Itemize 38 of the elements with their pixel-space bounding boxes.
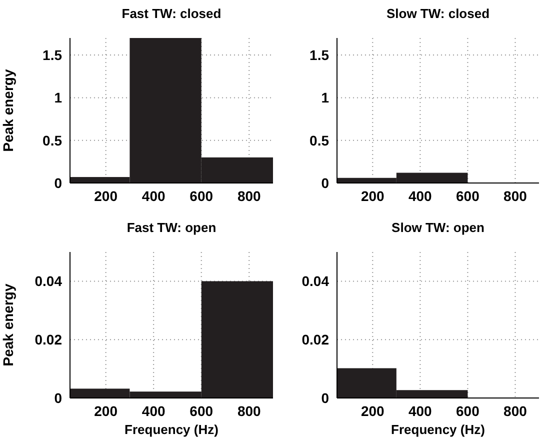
y-tick-label: 0.02 <box>302 332 330 348</box>
y-tick-label: 1 <box>321 90 330 106</box>
y-tick-label: 1.5 <box>42 47 62 64</box>
y-tick-label: 0 <box>321 390 330 406</box>
chart-title: Fast TW: open <box>126 220 218 235</box>
x-tick-label: 600 <box>190 402 214 419</box>
x-tick-label: 400 <box>408 188 432 204</box>
x-tick-label: 600 <box>456 402 480 419</box>
x-tick-label: 400 <box>408 402 432 419</box>
y-tick-label: 0.04 <box>34 273 62 290</box>
y-tick-label: 1 <box>54 90 62 106</box>
y-tick-label: 0.04 <box>302 273 330 290</box>
x-tick-label: 200 <box>360 402 385 419</box>
x-tick-label: 800 <box>504 188 528 204</box>
y-tick-label: 0.5 <box>310 132 330 148</box>
x-tick-label: 600 <box>456 188 480 204</box>
y-tick-label: 1.5 <box>310 47 330 64</box>
chart-title: Slow TW: closed <box>385 6 491 21</box>
x-tick-label: 400 <box>142 188 166 204</box>
chart-title: Slow TW: open <box>390 220 486 235</box>
x-tick-label: 400 <box>142 402 166 419</box>
y-tick-label: 0.5 <box>42 132 62 148</box>
y-axis-title: Peak energy <box>0 284 16 366</box>
x-tick-label: 600 <box>190 188 214 204</box>
x-tick-label: 200 <box>94 188 118 204</box>
y-axis-title: Peak energy <box>0 69 16 152</box>
y-tick-label: 0.02 <box>34 332 62 348</box>
x-tick-label: 800 <box>504 402 528 419</box>
x-axis-title: Frequency (Hz) <box>391 422 485 437</box>
x-tick-label: 200 <box>94 402 118 419</box>
x-tick-label: 800 <box>237 188 262 204</box>
y-tick-label: 0 <box>321 174 330 191</box>
x-tick-label: 200 <box>360 188 385 204</box>
chart-title: Fast TW: closed <box>120 6 222 21</box>
x-axis-title: Frequency (Hz) <box>124 422 218 437</box>
y-tick-label: 0 <box>54 174 62 191</box>
x-tick-label: 800 <box>237 402 262 419</box>
y-tick-label: 0 <box>54 390 62 406</box>
